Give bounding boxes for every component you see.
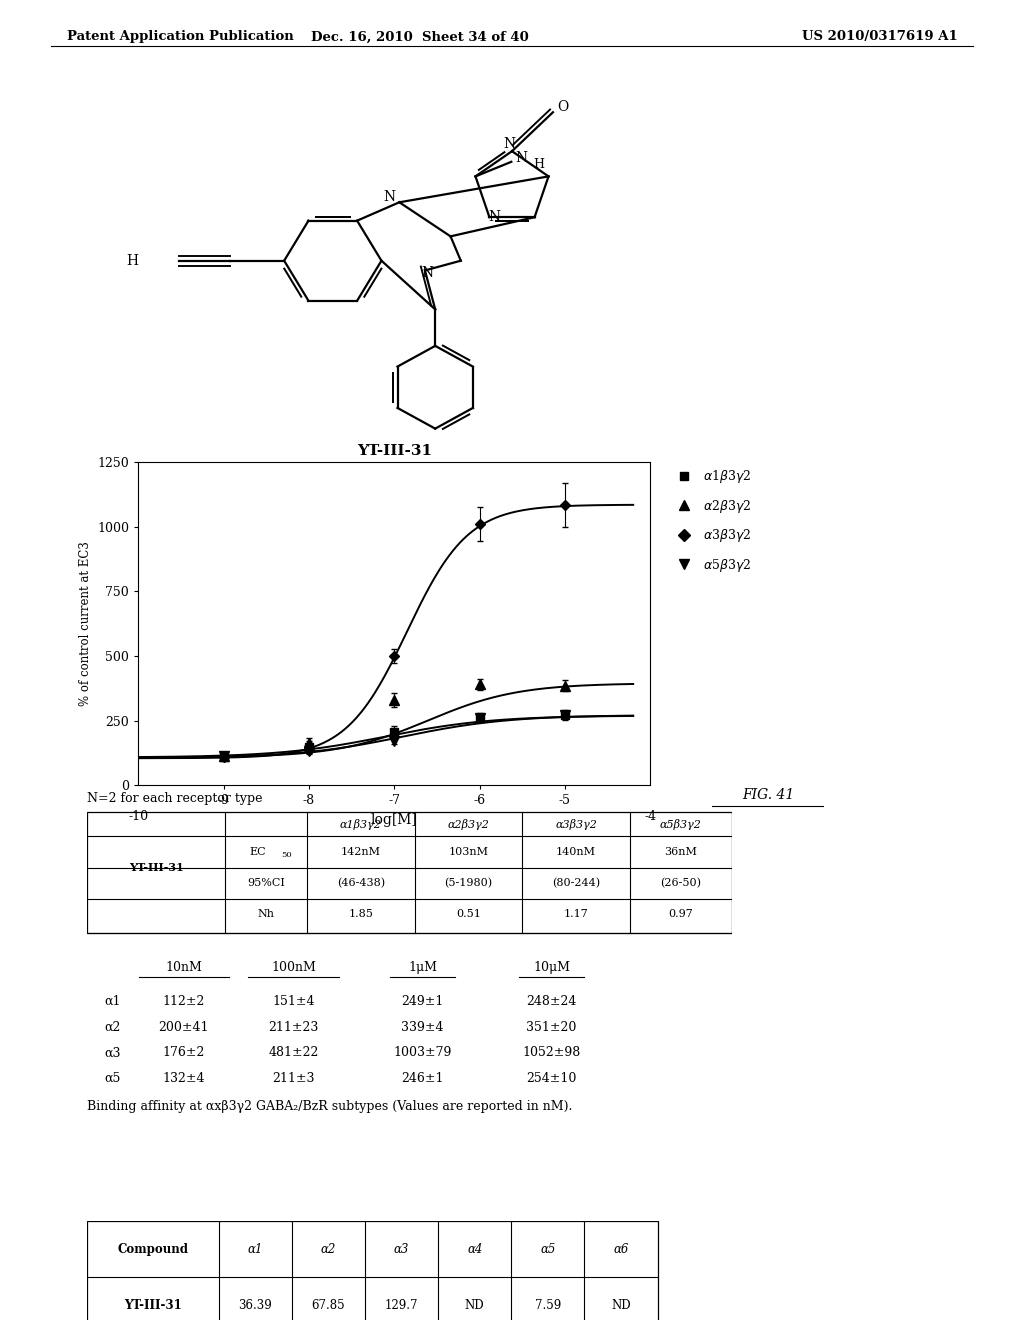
Bar bbox=[87, 812, 732, 933]
Text: α1: α1 bbox=[248, 1242, 263, 1255]
X-axis label: log[M]: log[M] bbox=[371, 813, 418, 828]
Text: 10μM: 10μM bbox=[534, 961, 570, 974]
Text: N: N bbox=[488, 210, 501, 224]
Text: α1: α1 bbox=[104, 995, 121, 1008]
Text: 50: 50 bbox=[282, 851, 292, 859]
Text: N: N bbox=[504, 137, 515, 150]
Text: N=2 for each receptor type: N=2 for each receptor type bbox=[87, 792, 262, 805]
Text: 112±2: 112±2 bbox=[163, 995, 205, 1008]
Text: H: H bbox=[126, 253, 138, 268]
Text: 339±4: 339±4 bbox=[401, 1020, 443, 1034]
Text: 351±20: 351±20 bbox=[526, 1020, 577, 1034]
Text: α5: α5 bbox=[104, 1072, 121, 1085]
Text: 0.51: 0.51 bbox=[456, 909, 481, 919]
Text: 10nM: 10nM bbox=[165, 961, 203, 974]
Text: α4: α4 bbox=[467, 1242, 482, 1255]
Text: 95%CI: 95%CI bbox=[248, 878, 285, 888]
Text: 481±22: 481±22 bbox=[268, 1047, 318, 1060]
Text: FIG. 41: FIG. 41 bbox=[741, 788, 795, 801]
Text: N: N bbox=[422, 265, 433, 280]
Text: 36nM: 36nM bbox=[665, 847, 697, 857]
Text: N: N bbox=[383, 190, 395, 205]
Text: Nh: Nh bbox=[258, 909, 274, 919]
Text: YT-III-31: YT-III-31 bbox=[129, 862, 183, 873]
Y-axis label: % of control current at EC3: % of control current at EC3 bbox=[79, 541, 92, 706]
Text: α2: α2 bbox=[104, 1020, 121, 1034]
Legend: $\alpha$1$\beta$3$\gamma$2, $\alpha$2$\beta$3$\gamma$2, $\alpha$3$\beta$3$\gamma: $\alpha$1$\beta$3$\gamma$2, $\alpha$2$\b… bbox=[672, 469, 752, 574]
Text: (5-1980): (5-1980) bbox=[444, 878, 493, 888]
Text: Binding affinity at αxβ3γ2 GABA₂/BzR subtypes (Values are reported in nM).: Binding affinity at αxβ3γ2 GABA₂/BzR sub… bbox=[87, 1100, 572, 1113]
Text: 7.59: 7.59 bbox=[535, 1299, 561, 1312]
Text: 211±3: 211±3 bbox=[272, 1072, 314, 1085]
Text: 248±24: 248±24 bbox=[526, 995, 577, 1008]
Text: (26-50): (26-50) bbox=[660, 878, 701, 888]
Text: 36.39: 36.39 bbox=[239, 1299, 272, 1312]
Text: 103nM: 103nM bbox=[449, 847, 488, 857]
Text: ND: ND bbox=[465, 1299, 484, 1312]
Text: α6: α6 bbox=[613, 1242, 629, 1255]
Text: 254±10: 254±10 bbox=[526, 1072, 577, 1085]
Text: α3: α3 bbox=[104, 1047, 121, 1060]
Text: (80-244): (80-244) bbox=[552, 878, 600, 888]
Text: 142nM: 142nM bbox=[341, 847, 381, 857]
Text: (46-438): (46-438) bbox=[337, 878, 385, 888]
Text: US 2010/0317619 A1: US 2010/0317619 A1 bbox=[802, 30, 957, 44]
Text: α5: α5 bbox=[540, 1242, 556, 1255]
Text: 246±1: 246±1 bbox=[401, 1072, 443, 1085]
Text: 129.7: 129.7 bbox=[385, 1299, 419, 1312]
Text: 176±2: 176±2 bbox=[163, 1047, 205, 1060]
Text: EC: EC bbox=[250, 847, 266, 857]
Text: -4: -4 bbox=[644, 810, 656, 822]
Text: 0.97: 0.97 bbox=[669, 909, 693, 919]
Title: YT-III-31: YT-III-31 bbox=[356, 444, 432, 458]
Text: 200±41: 200±41 bbox=[159, 1020, 209, 1034]
Text: 140nM: 140nM bbox=[556, 847, 596, 857]
Text: 1.17: 1.17 bbox=[563, 909, 589, 919]
Text: H: H bbox=[532, 157, 544, 170]
Text: 100nM: 100nM bbox=[271, 961, 316, 974]
Text: α3β3γ2: α3β3γ2 bbox=[555, 818, 597, 830]
Text: Patent Application Publication: Patent Application Publication bbox=[67, 30, 293, 44]
Text: 1μM: 1μM bbox=[408, 961, 437, 974]
Text: ND: ND bbox=[611, 1299, 631, 1312]
Text: N: N bbox=[515, 150, 527, 165]
Text: YT-III-31: YT-III-31 bbox=[394, 470, 476, 487]
Text: YT-III-31: YT-III-31 bbox=[124, 1299, 181, 1312]
Text: α2β3γ2: α2β3γ2 bbox=[447, 818, 489, 830]
Text: 211±23: 211±23 bbox=[268, 1020, 318, 1034]
Text: 132±4: 132±4 bbox=[163, 1072, 205, 1085]
Text: Dec. 16, 2010  Sheet 34 of 40: Dec. 16, 2010 Sheet 34 of 40 bbox=[311, 30, 528, 44]
Text: 67.85: 67.85 bbox=[311, 1299, 345, 1312]
Text: α1β3γ2: α1β3γ2 bbox=[340, 818, 382, 830]
Text: 1052±98: 1052±98 bbox=[522, 1047, 581, 1060]
Text: α2: α2 bbox=[321, 1242, 336, 1255]
Text: 151±4: 151±4 bbox=[272, 995, 314, 1008]
Text: O: O bbox=[558, 100, 568, 115]
Text: α3: α3 bbox=[394, 1242, 410, 1255]
Text: -10: -10 bbox=[128, 810, 148, 822]
Text: α5β3γ2: α5β3γ2 bbox=[660, 818, 701, 830]
Text: Compound: Compound bbox=[118, 1242, 188, 1255]
Text: 249±1: 249±1 bbox=[401, 995, 443, 1008]
Text: 1003±79: 1003±79 bbox=[393, 1047, 452, 1060]
Text: 1.85: 1.85 bbox=[348, 909, 374, 919]
